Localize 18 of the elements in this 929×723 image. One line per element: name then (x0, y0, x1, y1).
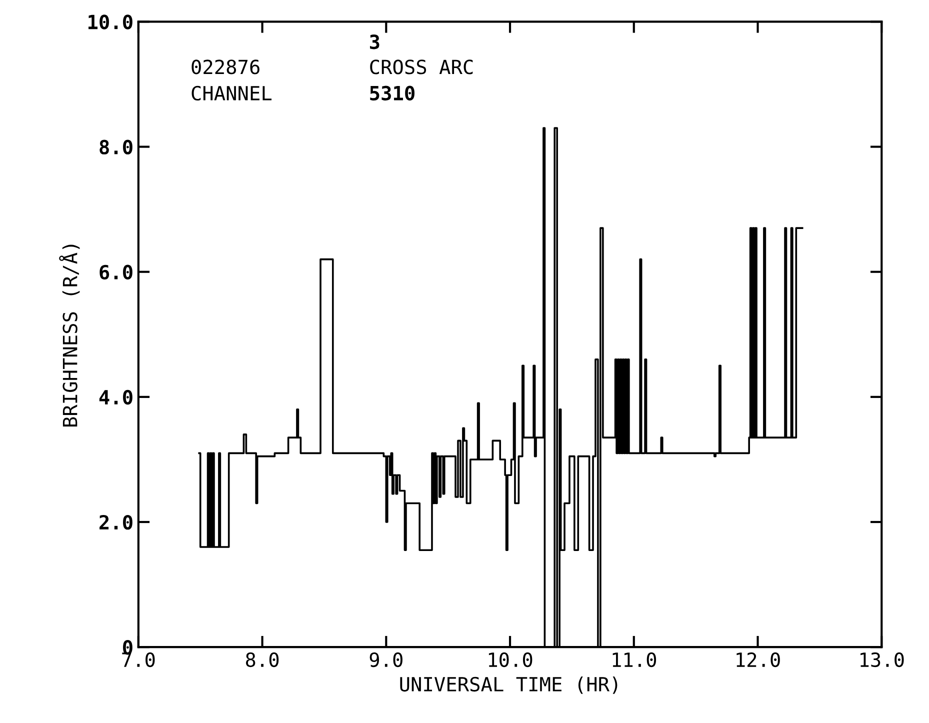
x-axis-title: UNIVERSAL TIME (HR) (400, 676, 618, 694)
y-tick-label: 4.0 (99, 390, 132, 405)
x-tick-label: 13.0 (860, 652, 904, 668)
annotation: CROSS ARC (370, 60, 473, 74)
x-tick-label: 9.0 (370, 652, 402, 668)
x-tick-label: 8.0 (246, 652, 279, 668)
x-tick-label: 11.0 (612, 652, 656, 668)
annotation: CHANNEL (192, 86, 272, 101)
annotation: 022876 (192, 60, 260, 74)
y-axis-title: BRIGHTNESS (R/Å) (59, 244, 80, 426)
annotation: 5310 (370, 86, 414, 101)
y-tick-label: 6.0 (100, 264, 132, 280)
x-tick-label: 12.0 (736, 652, 780, 668)
annotation: 3 (370, 34, 380, 50)
x-tick-label: 10.0 (488, 652, 532, 668)
y-tick-label: 10.0 (88, 14, 132, 30)
y-tick-label: 8.0 (100, 140, 132, 154)
y-tick-label: 2.0 (100, 514, 132, 530)
